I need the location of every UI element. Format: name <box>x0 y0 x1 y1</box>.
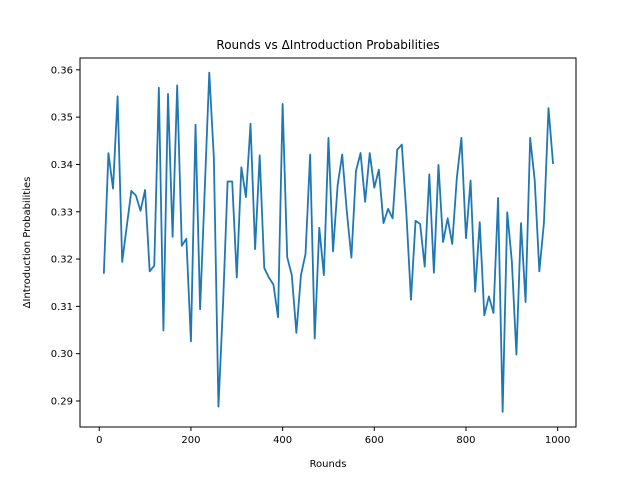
series-line-0 <box>102 71 554 413</box>
y-axis-label: ΔIntroduction Probabilities <box>22 177 33 309</box>
y-axis-ticks: 0.29 0.30 0.31 0.32 0.33 0.34 0.35 0.36 <box>51 65 80 407</box>
y-tick-label: 0.29 <box>51 396 73 407</box>
x-axis-ticks: 0 200 400 600 800 1000 <box>96 427 570 446</box>
y-tick-label: 0.31 <box>51 302 73 313</box>
y-tick-label: 0.30 <box>51 349 73 360</box>
y-tick-label: 0.36 <box>51 65 73 76</box>
x-tick-label: 400 <box>273 435 292 446</box>
y-tick-label: 0.35 <box>51 113 73 124</box>
x-tick-label: 0 <box>96 435 102 446</box>
y-tick-label: 0.33 <box>51 207 73 218</box>
x-tick-label: 1000 <box>545 435 570 446</box>
x-axis-label: Rounds <box>310 459 347 470</box>
y-tick-label: 0.34 <box>51 160 73 171</box>
plot-layer <box>102 71 554 413</box>
x-tick-label: 200 <box>181 435 200 446</box>
chart-title: Rounds vs ΔIntroduction Probabilities <box>216 38 439 52</box>
x-tick-label: 800 <box>456 435 475 446</box>
axes-frame <box>79 57 577 428</box>
y-tick-label: 0.32 <box>51 255 73 266</box>
x-tick-label: 600 <box>365 435 384 446</box>
